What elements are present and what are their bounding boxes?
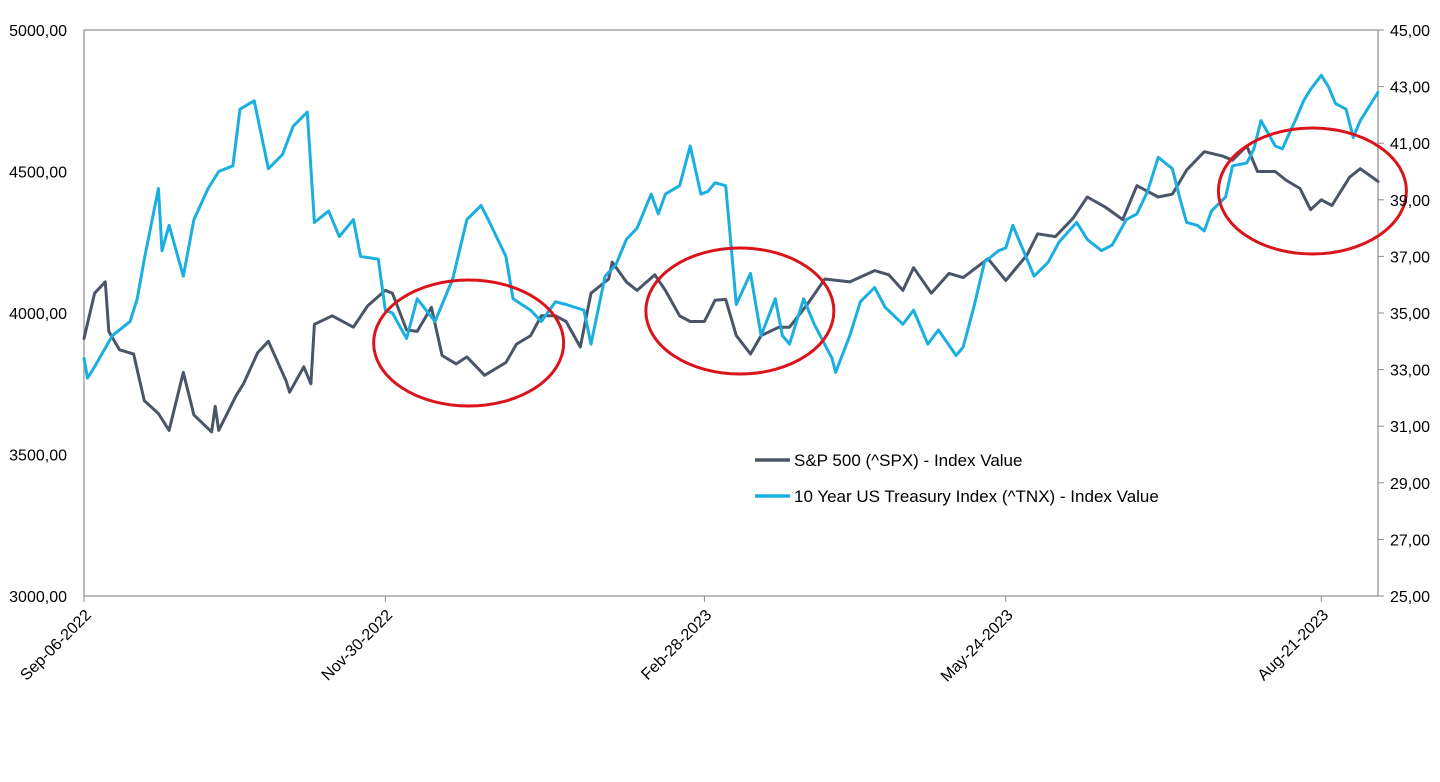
right-tick-label: 39,00	[1390, 193, 1430, 210]
right-tick-label: 27,00	[1390, 532, 1430, 549]
right-tick-label: 37,00	[1390, 249, 1430, 266]
left-tick-label: 3000,00	[9, 589, 67, 606]
right-tick-label: 41,00	[1390, 136, 1430, 153]
x-tick-label: Aug-21-2023	[1255, 607, 1333, 685]
right-tick-label: 33,00	[1390, 363, 1430, 380]
tnx-series-line	[82, 73, 1380, 380]
right-tick-label: 43,00	[1390, 80, 1430, 97]
x-tick-label: Feb-28-2023	[638, 607, 715, 684]
right-tick-label: 45,00	[1390, 23, 1430, 40]
left-tick-label: 4500,00	[9, 165, 67, 182]
legend: S&P 500 (^SPX) - Index Value 10 Year US T…	[755, 451, 1159, 506]
right-tick-label: 29,00	[1390, 476, 1430, 493]
series-layer	[82, 73, 1408, 434]
highlight-circle	[1216, 126, 1408, 256]
x-axis: Sep-06-2022 Nov-30-2022 Feb-28-2023 May-24-…	[17, 596, 1332, 685]
legend-label-tnx: 10 Year US Treasury Index (^TNX) - Index…	[794, 487, 1159, 506]
highlight-circle	[644, 246, 836, 376]
x-tick-label: Nov-30-2022	[319, 607, 397, 685]
highlight-circle	[372, 278, 566, 408]
x-tick-label: May-24-2023	[938, 607, 1017, 686]
right-tick-label: 31,00	[1390, 419, 1430, 436]
legend-label-spx: S&P 500 (^SPX) - Index Value	[794, 451, 1022, 470]
spx-series-line	[82, 144, 1380, 434]
left-tick-label: 4000,00	[9, 306, 67, 323]
x-tick-label: Sep-06-2022	[17, 607, 95, 685]
right-axis: 25,00 27,00 29,00 31,00 33,00 35,00 37,00 39,00…	[1378, 23, 1430, 606]
left-axis: 3000,00 3500,00 4000,00 4500,00 5000,00	[9, 23, 67, 606]
left-tick-label: 3500,00	[9, 448, 67, 465]
right-tick-label: 25,00	[1390, 589, 1430, 606]
left-tick-label: 5000,00	[9, 23, 67, 40]
right-tick-label: 35,00	[1390, 306, 1430, 323]
